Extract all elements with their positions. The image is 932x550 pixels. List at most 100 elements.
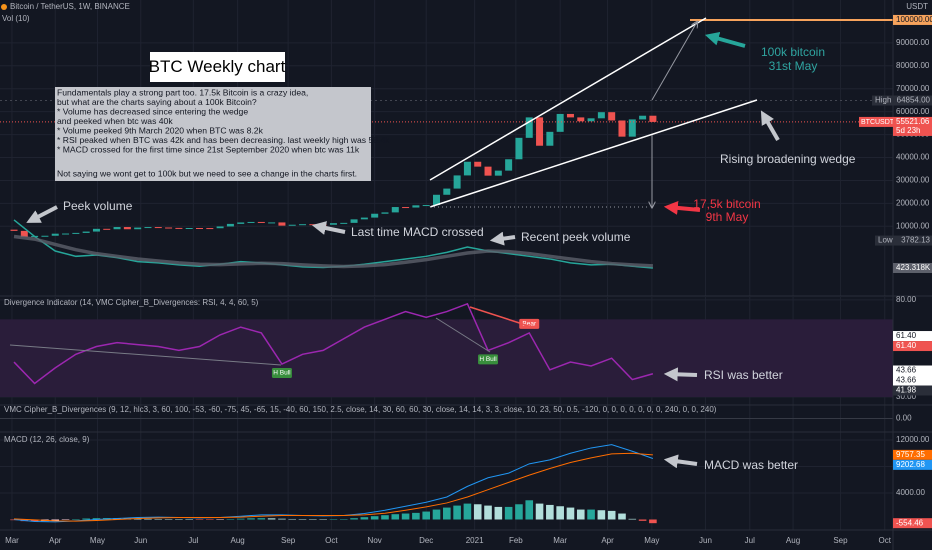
candle (206, 228, 214, 230)
histogram-bar (649, 519, 657, 524)
histogram-bar (61, 519, 70, 520)
histogram-bar (473, 504, 482, 520)
histogram-bar (587, 509, 595, 520)
y-tick-label: 4000.00 (896, 488, 925, 497)
y-tick-label: 30000.00 (896, 176, 930, 185)
candle (123, 227, 131, 230)
annotation: Last time MACD crossed (351, 225, 484, 239)
candle (474, 161, 482, 167)
candle (195, 227, 203, 229)
histogram-bar (525, 500, 534, 520)
high-label: 64854.00 (897, 96, 931, 105)
unit: USDT (906, 2, 928, 11)
note-line: * RSI peaked when BTC was 42k and has be… (57, 135, 390, 145)
macd-label: 9202.68 (896, 460, 925, 469)
histogram-bar (288, 518, 297, 520)
candle (587, 118, 595, 122)
axis-label-box (893, 341, 932, 352)
x-tick-label: Apr (49, 536, 62, 545)
candle (608, 112, 616, 121)
arrow (663, 367, 698, 382)
candle (371, 213, 379, 218)
low-name: Low (878, 236, 893, 245)
note-line: but what are the charts saying about a 1… (57, 97, 257, 107)
x-tick-label: Mar (553, 536, 567, 545)
candle (536, 117, 544, 146)
x-tick-label: Nov (368, 536, 382, 545)
axis-label: 43.66 (896, 366, 917, 375)
axis-label-box (893, 331, 932, 342)
histogram-bar (175, 519, 183, 520)
candle (237, 222, 245, 224)
histogram-bar (216, 519, 224, 520)
histogram-bar (370, 516, 379, 520)
signal-label: H Bull (479, 356, 497, 363)
candle (628, 119, 636, 137)
histogram-bar (278, 518, 286, 520)
annotation: 100k bitcoin (761, 45, 825, 59)
marks: H Bull H Bull Bear (0, 18, 893, 524)
candle (154, 227, 162, 229)
candle (422, 205, 430, 207)
x-tick-label: May (90, 536, 105, 545)
candle (329, 223, 337, 225)
note-box (55, 87, 371, 181)
candle (309, 224, 317, 226)
histogram-label-box (893, 518, 932, 529)
axis-label: 43.66 (896, 376, 917, 385)
candle (463, 161, 471, 176)
x-tick-label: Mar (5, 536, 19, 545)
y-tick-label: 90000.00 (896, 38, 930, 47)
histogram-bar (329, 519, 338, 520)
rsi-label-box (893, 385, 932, 396)
candle (556, 113, 564, 132)
x-tick-label: Jul (188, 536, 198, 545)
volume-label-box (893, 262, 932, 273)
candle (391, 207, 399, 213)
macd-label: 9757.35 (896, 450, 925, 459)
histogram-bar (484, 505, 492, 520)
arrow (26, 205, 58, 223)
rsi-label: 41.98 (896, 386, 917, 395)
candle (185, 227, 193, 229)
candle (597, 112, 605, 119)
candle (257, 221, 265, 223)
x-tick-label: Sep (281, 536, 296, 545)
x-tick-label: Sep (833, 536, 848, 545)
y-tick-label: 60000.00 (896, 107, 930, 116)
volume-label: 423.318K (896, 263, 931, 272)
box-title: BTC Weekly chart (149, 57, 286, 76)
candle (10, 229, 18, 231)
candle (226, 223, 234, 227)
axis-label: 61.40 (896, 331, 917, 340)
candle (72, 232, 80, 234)
x-tick-label: Oct (879, 536, 892, 545)
arrow (489, 231, 516, 246)
histogram-label: -554.46 (896, 518, 924, 527)
candle (247, 221, 255, 223)
histogram-bar (618, 513, 626, 520)
histogram-bar (422, 511, 430, 520)
histogram-bar (566, 507, 575, 520)
arrow (760, 110, 780, 141)
candle (433, 194, 441, 206)
candle (113, 227, 121, 230)
histogram-bar (628, 518, 637, 520)
histogram-bar (72, 519, 80, 520)
arrow (663, 454, 698, 469)
annotation: Peek volume (63, 199, 133, 213)
histogram-bar (443, 507, 451, 520)
high-box (872, 95, 932, 106)
histogram-bar (607, 510, 616, 520)
histogram-bar (267, 518, 276, 520)
histogram-bar (576, 509, 585, 520)
chart-title: Bitcoin / TetherUS, 1W, BINANCE (10, 2, 130, 11)
axis-label-box (893, 375, 932, 386)
volume-title: Vol (10) (2, 14, 30, 23)
note-line: Fundamentals play a strong part too. 17.… (57, 87, 308, 97)
price-label: 55521.06 (896, 117, 930, 126)
x-tick-label: Oct (325, 536, 338, 545)
annotation: Recent peek volume (521, 230, 631, 244)
candle (92, 228, 100, 232)
histogram-bar (494, 506, 503, 520)
